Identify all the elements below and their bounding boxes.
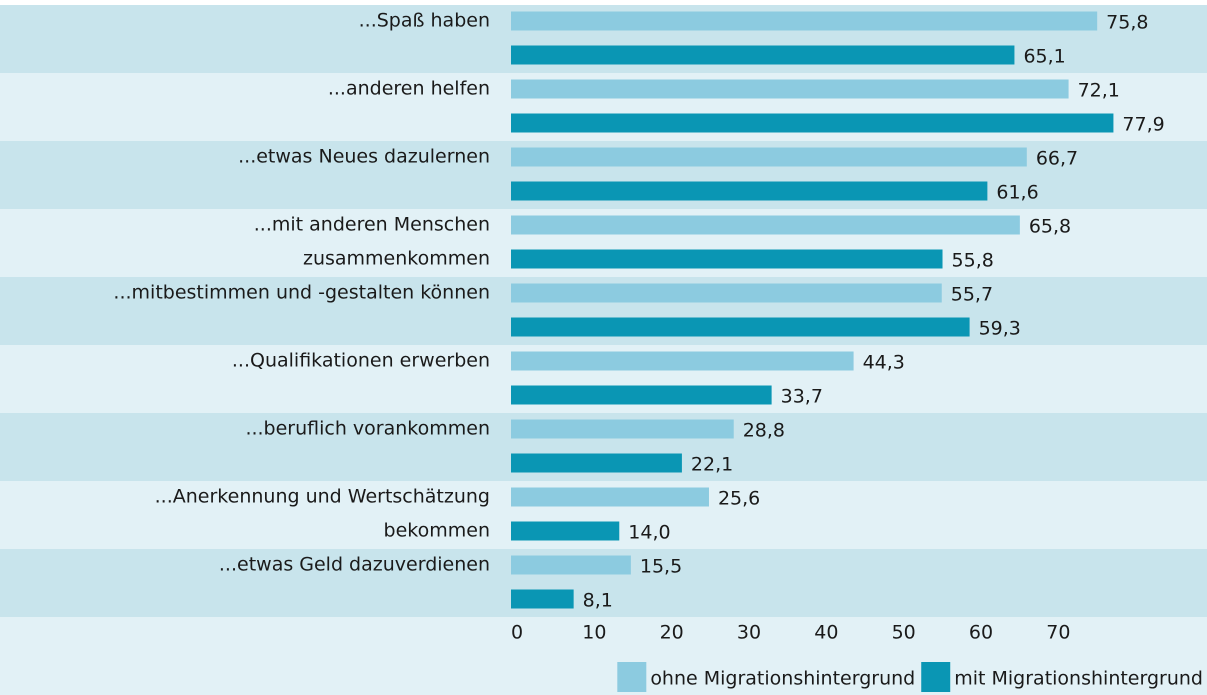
x-tick-label: 60 (969, 622, 993, 644)
bar (511, 521, 620, 541)
category-label: ...Spaß haben (359, 10, 490, 32)
value-label: 77,9 (1122, 114, 1164, 136)
bar (511, 283, 942, 303)
bar (511, 419, 734, 439)
bar (511, 555, 631, 575)
x-tick-label: 10 (582, 622, 606, 644)
value-label: 22,1 (691, 454, 733, 476)
category-label: ...etwas Neues dazulernen (238, 146, 490, 168)
bar (511, 453, 682, 473)
value-label: 14,0 (628, 522, 670, 544)
bar (511, 79, 1069, 99)
bar (511, 351, 854, 371)
x-tick-label: 0 (511, 622, 523, 644)
category-label: ...anderen helfen (328, 78, 490, 100)
bar (511, 487, 709, 507)
value-label: 65,1 (1023, 46, 1065, 68)
legend-label: ohne Migrationshintergrund (650, 668, 915, 690)
value-label: 55,7 (951, 284, 993, 306)
value-label: 33,7 (781, 386, 823, 408)
value-label: 61,6 (996, 182, 1038, 204)
category-label: ...mitbestimmen und -gestalten können (113, 282, 490, 304)
bar (511, 215, 1020, 235)
x-tick-label: 30 (737, 622, 761, 644)
category-label: ...mit anderen Menschen (254, 214, 490, 236)
value-label: 28,8 (743, 420, 785, 442)
category-label: ...etwas Geld dazuverdienen (219, 554, 490, 576)
value-label: 72,1 (1078, 80, 1120, 102)
value-label: 55,8 (952, 250, 994, 272)
x-tick-label: 20 (660, 622, 684, 644)
bar (511, 147, 1027, 167)
value-label: 15,5 (640, 556, 682, 578)
value-label: 44,3 (863, 352, 905, 374)
bar (511, 249, 943, 269)
category-label: ...Qualifikationen erwerben (232, 350, 490, 372)
category-label: bekommen (384, 520, 490, 542)
bar (511, 385, 772, 405)
bar (511, 113, 1114, 133)
bar (511, 181, 988, 201)
legend-label: mit Migrationshintergrund (954, 668, 1203, 690)
value-label: 66,7 (1036, 148, 1078, 170)
x-tick-label: 70 (1046, 622, 1070, 644)
legend-swatch (617, 662, 647, 692)
bar (511, 317, 970, 337)
category-label: ...beruflich vorankommen (245, 418, 490, 440)
x-tick-label: 50 (892, 622, 916, 644)
bar (511, 45, 1015, 65)
bar (511, 11, 1098, 31)
x-tick-label: 40 (814, 622, 838, 644)
category-label: zusammenkommen (303, 248, 490, 270)
value-label: 75,8 (1106, 12, 1148, 34)
value-label: 8,1 (583, 590, 613, 612)
value-label: 65,8 (1029, 216, 1071, 238)
category-label: ...Anerkennung und Wertschätzung (155, 486, 490, 508)
bar (511, 589, 574, 609)
value-label: 25,6 (718, 488, 760, 510)
value-label: 59,3 (979, 318, 1021, 340)
legend-swatch (921, 662, 951, 692)
